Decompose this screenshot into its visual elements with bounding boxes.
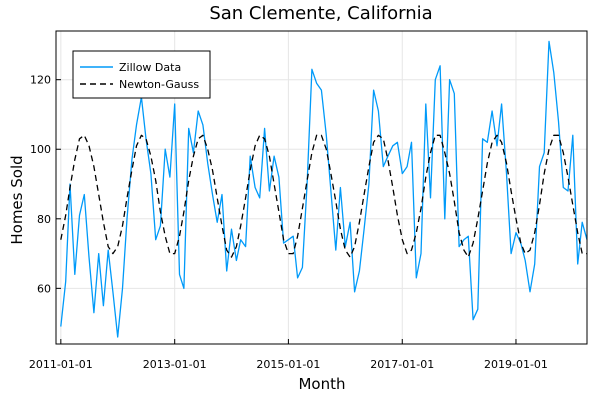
- x-axis-label: Month: [298, 375, 345, 393]
- legend-label-zillow: Zillow Data: [119, 61, 181, 74]
- y-tick-label: 60: [37, 282, 51, 295]
- x-tick-label: 2015-01-01: [256, 358, 320, 371]
- plot-series: [60, 40, 588, 338]
- y-tick-label: 120: [30, 74, 51, 87]
- x-tick-label: 2019-01-01: [484, 358, 548, 371]
- legend-label-newton-gauss: Newton-Gauss: [119, 78, 199, 91]
- x-tick-label: 2013-01-01: [143, 358, 207, 371]
- axis-ticks: 2011-01-01 2013-01-01 2015-01-01 2017-01-01…: [29, 74, 548, 371]
- series-line-zillow-data: [60, 40, 588, 338]
- y-axis-label: Homes Sold: [8, 155, 26, 244]
- plot-frame: [55, 30, 588, 345]
- chart-title: San Clemente, California: [209, 3, 432, 24]
- x-tick-label: 2017-01-01: [370, 358, 434, 371]
- legend: Zillow Data Newton-Gauss: [72, 50, 211, 99]
- y-tick-label: 100: [30, 143, 51, 156]
- legend-box: [72, 50, 211, 99]
- y-tick-label: 80: [37, 213, 51, 226]
- x-tick-label: 2011-01-01: [29, 358, 93, 371]
